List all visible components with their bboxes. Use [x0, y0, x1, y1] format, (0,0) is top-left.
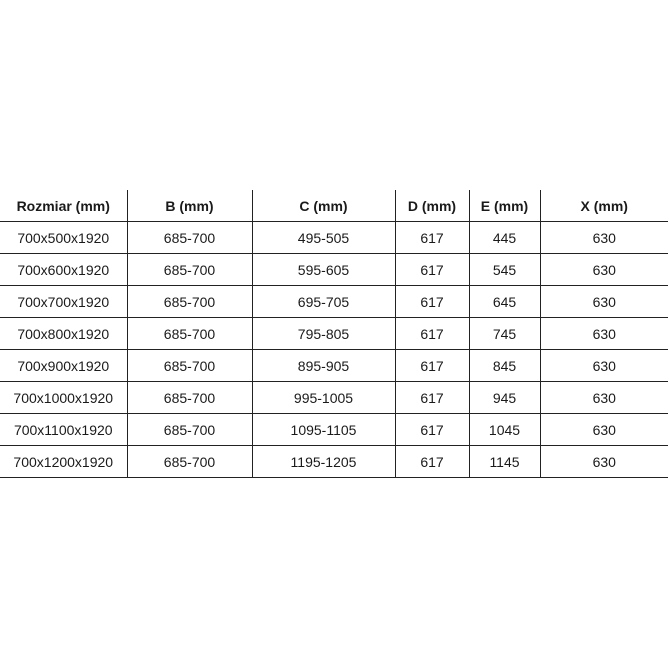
header-row: Rozmiar (mm) B (mm) C (mm) D (mm) E (mm) X (m…: [0, 190, 668, 222]
table-cell: 700x1000x1920: [0, 381, 127, 414]
table-cell: 685-700: [126, 381, 252, 414]
table-cell: 645: [468, 285, 540, 318]
table-cell: 700x700x1920: [0, 285, 127, 318]
table-cell: 630: [539, 285, 668, 318]
table-cell: 630: [539, 445, 668, 478]
table-cell: 1045: [468, 413, 540, 446]
table-cell: 617: [394, 413, 469, 446]
table-row: 700x600x1920 685-700 595-605 617 545 630: [0, 253, 668, 286]
table-cell: 700x600x1920: [0, 253, 127, 286]
table-cell: 630: [539, 349, 668, 382]
table-cell: 617: [394, 445, 469, 478]
dimensions-table: Rozmiar (mm) B (mm) C (mm) D (mm) E (mm) X (m…: [0, 190, 668, 478]
table-cell: 545: [468, 253, 540, 286]
table-cell: 685-700: [126, 413, 252, 446]
table-row: 700x900x1920 685-700 895-905 617 845 630: [0, 349, 668, 382]
table-cell: 695-705: [251, 285, 395, 318]
table-cell: 595-605: [251, 253, 395, 286]
table-cell: 685-700: [126, 285, 252, 318]
table-row: 700x800x1920 685-700 795-805 617 745 630: [0, 317, 668, 350]
table-cell: 1095-1105: [251, 413, 395, 446]
column-header: E (mm): [468, 190, 540, 222]
table-cell: 617: [394, 381, 469, 414]
column-header: Rozmiar (mm): [0, 190, 127, 222]
table-cell: 685-700: [126, 221, 252, 254]
table-cell: 845: [468, 349, 540, 382]
table-cell: 1195-1205: [251, 445, 395, 478]
table-row: 700x500x1920 685-700 495-505 617 445 630: [0, 221, 668, 254]
table-cell: 700x900x1920: [0, 349, 127, 382]
column-header: B (mm): [126, 190, 252, 222]
table-cell: 685-700: [126, 445, 252, 478]
table-cell: 445: [468, 221, 540, 254]
table-cell: 745: [468, 317, 540, 350]
column-header: C (mm): [251, 190, 395, 222]
table-cell: 617: [394, 349, 469, 382]
table-cell: 685-700: [126, 317, 252, 350]
table-cell: 700x800x1920: [0, 317, 127, 350]
table-row: 700x1100x1920 685-700 1095-1105 617 1045 630: [0, 413, 668, 446]
table-cell: 630: [539, 381, 668, 414]
table-cell: 895-905: [251, 349, 395, 382]
column-header: D (mm): [394, 190, 469, 222]
table-row: 700x1200x1920 685-700 1195-1205 617 1145 630: [0, 445, 668, 478]
table-cell: 630: [539, 317, 668, 350]
table-cell: 617: [394, 285, 469, 318]
table-cell: 700x1200x1920: [0, 445, 127, 478]
table-cell: 700x500x1920: [0, 221, 127, 254]
table-cell: 630: [539, 253, 668, 286]
table-cell: 617: [394, 317, 469, 350]
table-cell: 630: [539, 413, 668, 446]
table-cell: 700x1100x1920: [0, 413, 127, 446]
table-cell: 685-700: [126, 253, 252, 286]
table-cell: 630: [539, 221, 668, 254]
table-row: 700x700x1920 685-700 695-705 617 645 630: [0, 285, 668, 318]
table-cell: 945: [468, 381, 540, 414]
table-row: 700x1000x1920 685-700 995-1005 617 945 630: [0, 381, 668, 414]
table-cell: 995-1005: [251, 381, 395, 414]
table-cell: 617: [394, 253, 469, 286]
column-header: X (mm): [539, 190, 668, 222]
table-cell: 685-700: [126, 349, 252, 382]
table-cell: 617: [394, 221, 469, 254]
table-cell: 495-505: [251, 221, 395, 254]
table-cell: 1145: [468, 445, 540, 478]
table-cell: 795-805: [251, 317, 395, 350]
